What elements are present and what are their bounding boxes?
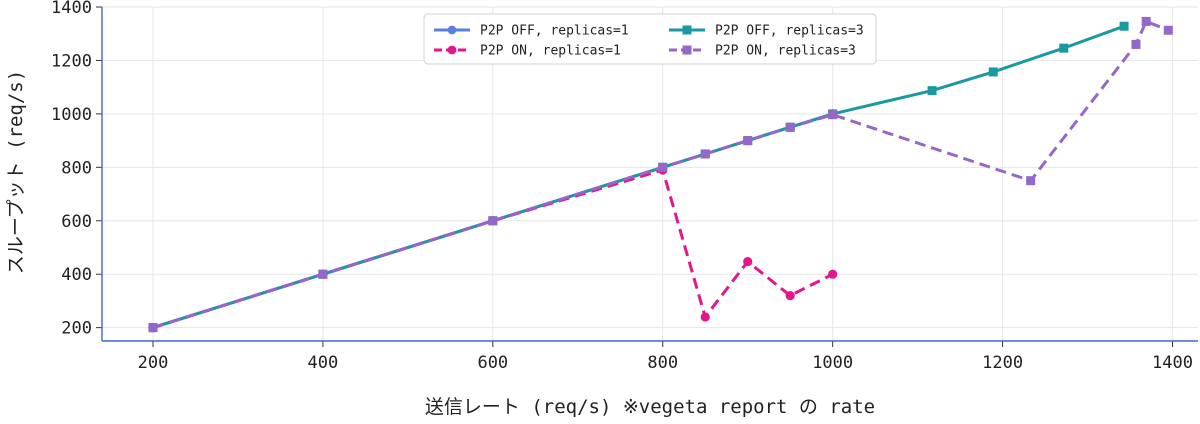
x-axis-title: 送信レート (req/s) ※vegeta report の rate: [425, 396, 875, 418]
data-point: [785, 290, 795, 301]
x-tick-label: 600: [477, 353, 508, 373]
legend-marker: [682, 45, 692, 55]
legend-label: P2P OFF, replicas=3: [715, 24, 864, 39]
data-point: [148, 323, 158, 333]
data-point: [1131, 39, 1141, 49]
data-point: [1119, 21, 1129, 31]
y-tick-label: 1400: [51, 0, 92, 18]
legend-frame: [423, 13, 877, 65]
x-tick-label: 400: [308, 353, 339, 373]
data-point: [828, 110, 838, 120]
series-line: [152, 24, 1125, 330]
legend-marker: [447, 25, 457, 35]
series-line: [152, 19, 1169, 330]
legend-label: P2P ON, replicas=1: [480, 44, 621, 59]
data-point: [743, 257, 753, 267]
y-tick-label: 200: [61, 319, 92, 339]
legend-label: P2P OFF, replicas=1: [480, 24, 629, 39]
legend: P2P OFF, replicas=1 P2P ON, replicas=1 P2P…: [423, 13, 877, 65]
y-tick-label: 600: [61, 212, 92, 232]
data-point: [743, 136, 753, 146]
y-tick-label: 1000: [51, 105, 92, 125]
data-point: [988, 67, 998, 77]
data-point: [828, 269, 838, 279]
series-3: [148, 21, 1129, 333]
y-tick-label: 800: [61, 158, 92, 178]
data-point: [1163, 25, 1173, 35]
data-point: [318, 269, 328, 279]
data-point: [1059, 43, 1069, 53]
data-point: [700, 149, 710, 159]
data-point: [1026, 176, 1036, 186]
legend-item-1: P2P OFF, replicas=1: [434, 24, 629, 39]
series-layer: [148, 16, 1173, 333]
data-point: [700, 312, 710, 322]
data-point: [658, 162, 668, 172]
x-tick-label: 1000: [812, 353, 853, 373]
data-point: [1141, 16, 1151, 26]
legend-item-2: P2P ON, replicas=1: [434, 44, 621, 59]
x-tick-label: 1200: [982, 353, 1023, 373]
legend-item-3: P2P OFF, replicas=3: [669, 24, 864, 39]
x-tick-label: 800: [647, 353, 678, 373]
y-tick-label: 400: [61, 265, 92, 285]
legend-label: P2P ON, replicas=3: [715, 44, 856, 59]
data-point: [927, 86, 937, 96]
data-point: [488, 216, 498, 226]
legend-marker: [682, 25, 692, 35]
axes: 200 400 600 800 1000 1200 1400 200 400 600 800 1000…: [51, 0, 1198, 373]
x-tick-label: 1400: [1152, 353, 1193, 373]
legend-marker: [447, 45, 457, 55]
data-point: [785, 122, 795, 132]
y-tick-label: 1200: [51, 51, 92, 71]
x-tick-label: 200: [138, 353, 169, 373]
legend-item-4: P2P ON, replicas=3: [669, 44, 856, 59]
series-4: [148, 16, 1173, 333]
y-axis-title: スループット (req/s): [5, 70, 27, 274]
